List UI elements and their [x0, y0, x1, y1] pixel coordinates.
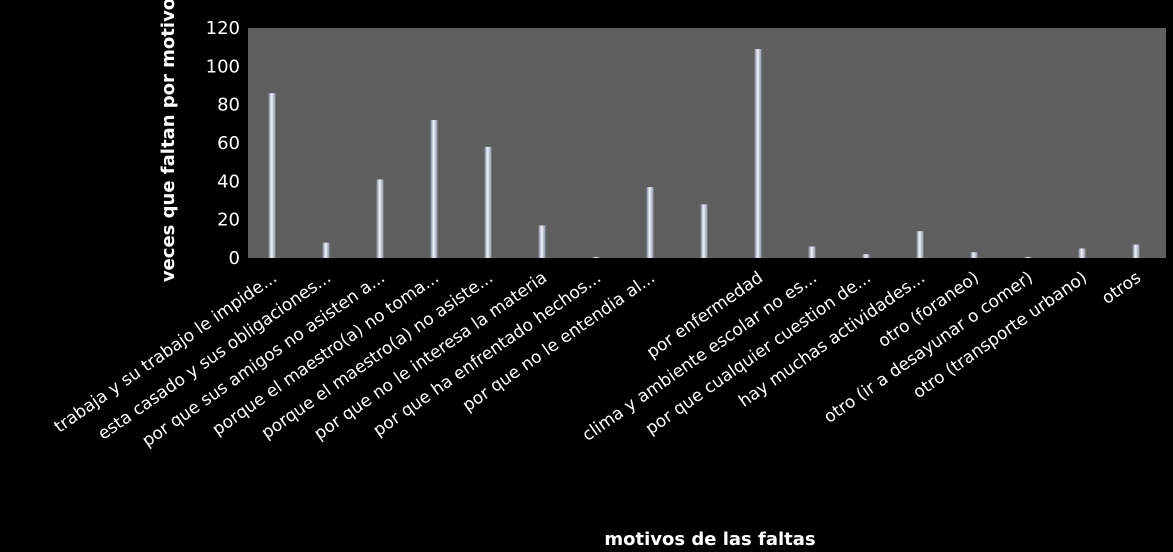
bar: [376, 179, 384, 258]
y-axis: 0 20 40 60 80 100 120: [206, 18, 240, 269]
bar: [592, 257, 600, 258]
x-tick-label: otros: [1098, 268, 1145, 309]
bar: [268, 93, 276, 259]
bar: [1024, 257, 1032, 258]
y-tick-label: 40: [217, 171, 240, 192]
y-tick-label: 0: [229, 248, 240, 269]
bar: [322, 242, 330, 258]
x-axis-title: motivos de las faltas: [604, 529, 815, 550]
bar: [808, 246, 816, 258]
y-axis-title: veces que faltan por motivo: [158, 0, 179, 282]
bar: [430, 120, 438, 258]
x-axis: trabaja y su trabajo le impide...esta ca…: [51, 268, 1145, 452]
bar: [646, 187, 654, 258]
y-tick-label: 100: [206, 56, 240, 77]
y-tick-label: 60: [217, 133, 240, 154]
y-tick-label: 80: [217, 95, 240, 116]
y-tick-label: 20: [217, 210, 240, 231]
bar: [700, 204, 708, 258]
bar: [1132, 244, 1140, 258]
bar: [754, 49, 762, 259]
y-tick-label: 120: [206, 18, 240, 39]
bar: [916, 231, 924, 258]
bar: [484, 146, 492, 258]
bar: [1078, 248, 1086, 258]
bar-series: [268, 49, 1140, 259]
bar: [862, 254, 870, 258]
bar: [538, 225, 546, 258]
bar: [970, 252, 978, 258]
